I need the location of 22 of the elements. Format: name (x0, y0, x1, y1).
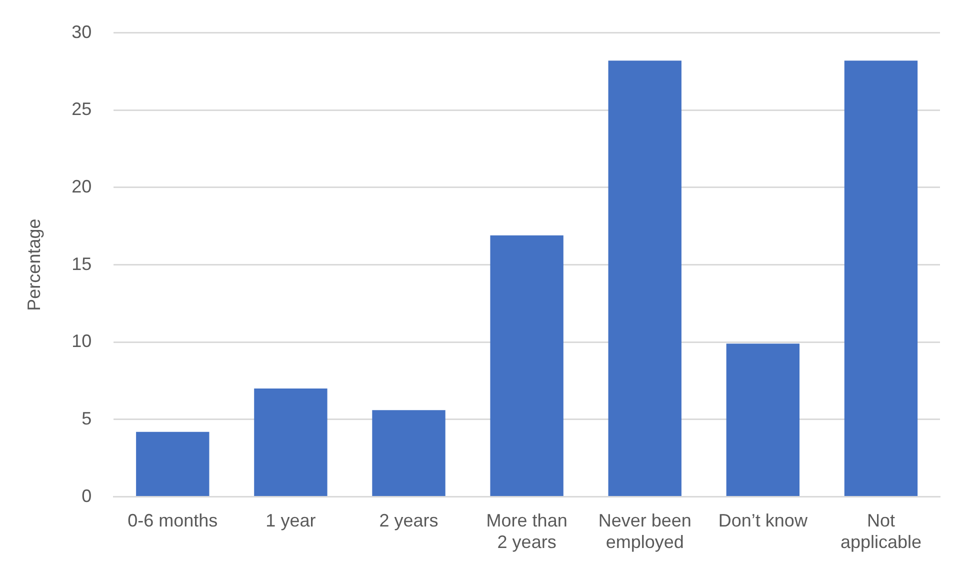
y-tick-label: 30 (72, 22, 92, 42)
y-tick-label: 5 (82, 408, 92, 428)
bar (372, 410, 446, 496)
bar (844, 60, 918, 496)
y-tick-label: 10 (72, 331, 92, 352)
x-tick-label: 0-6 months (128, 510, 218, 531)
x-tick-label: More than 2 years (486, 510, 568, 552)
bar (136, 432, 210, 496)
bar (254, 388, 328, 496)
y-axis-title: Percentage (24, 218, 44, 311)
x-tick-label: Not applicable (840, 510, 922, 552)
y-tick-label: 25 (72, 99, 92, 120)
bar (726, 344, 800, 496)
bar (490, 235, 564, 496)
y-tick-label: 20 (72, 176, 92, 196)
x-tick-label: Never been employed (598, 510, 692, 552)
bar (608, 60, 682, 496)
x-tick-label: 1 year (266, 510, 316, 531)
x-tick-label: Don’t know (718, 510, 808, 531)
x-tick-label: 2 years (379, 510, 438, 531)
y-tick-label: 0 (82, 486, 92, 506)
y-tick-label: 15 (72, 254, 92, 274)
